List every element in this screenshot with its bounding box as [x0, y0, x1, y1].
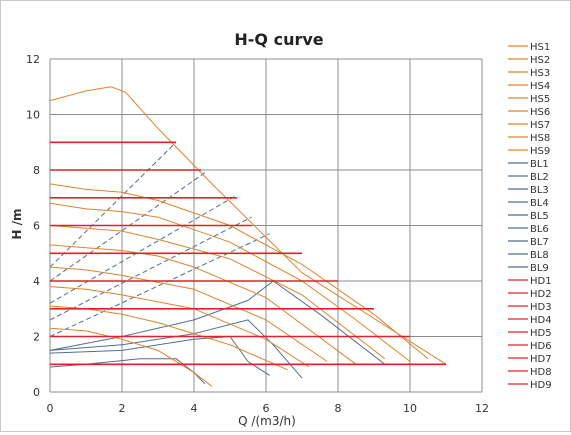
y-tick-label-4: 8 [33, 164, 40, 177]
series-line-hs2 [49, 183, 429, 360]
legend-label-hd2: HD2 [530, 289, 552, 300]
legend-label-hd6: HD6 [530, 341, 552, 352]
axis-ticks: 0 2 4 6 8 10 12 0 2 4 6 8 10 12 [26, 53, 489, 415]
legend-label-hs4: HS4 [530, 81, 550, 92]
series-line-hs6 [49, 266, 328, 362]
x-tick-label-2: 4 [191, 402, 198, 415]
series-line-hs9 [49, 327, 213, 387]
x-tick-label-5: 10 [403, 402, 417, 415]
legend-label-hs6: HS6 [530, 107, 550, 118]
series-line-hs5 [49, 244, 357, 365]
x-tick-label-6: 12 [475, 402, 489, 415]
series-line-bl1 [49, 141, 177, 268]
y-axis-label: H /m [10, 208, 24, 239]
legend-label-hd8: HD8 [530, 367, 552, 378]
legend-label-bl5: BL5 [530, 211, 549, 222]
legend: HS1 HS2 HS3 HS4 HS5 HS6 HS7 HS8 HS9 BL1 BL2 BL3 BL4 B… [508, 42, 552, 391]
y-tick-label-5: 10 [26, 109, 40, 122]
legend-label-hd3: HD3 [530, 302, 552, 313]
legend-label-hd7: HD7 [530, 354, 552, 365]
legend-label-bl7: BL7 [530, 237, 549, 248]
legend-label-bl4: BL4 [530, 198, 549, 209]
legend-label-bl9: BL9 [530, 263, 549, 274]
series-line-bl4 [49, 216, 252, 321]
legend-label-hd1: HD1 [530, 276, 552, 287]
series-line-hs3 [49, 202, 411, 362]
legend-label-bl2: BL2 [530, 172, 549, 183]
legend-label-hs1: HS1 [530, 42, 550, 53]
x-tick-label-0: 0 [47, 402, 54, 415]
series-line-bl3 [49, 194, 238, 304]
x-tick-label-4: 8 [335, 402, 342, 415]
x-tick-label-3: 6 [263, 402, 270, 415]
y-tick-label-6: 12 [26, 53, 40, 66]
legend-label-hd5: HD5 [530, 328, 552, 339]
y-tick-label-3: 6 [33, 220, 40, 233]
legend-label-hs5: HS5 [530, 94, 550, 105]
y-tick-label-2: 4 [33, 275, 40, 288]
series-line-bl7 [49, 319, 303, 379]
x-axis-label: Q /(m3/h) [238, 414, 296, 428]
legend-label-bl6: BL6 [530, 224, 549, 235]
y-tick-label-1: 2 [33, 331, 40, 344]
legend-label-hs8: HS8 [530, 133, 550, 144]
series-line-hs7 [49, 286, 310, 368]
legend-label-hd4: HD4 [530, 315, 552, 326]
x-tick-label-1: 2 [119, 402, 126, 415]
series-line-bl8 [49, 336, 270, 376]
series-line-bl5 [49, 233, 270, 337]
legend-label-bl1: BL1 [530, 159, 549, 170]
legend-label-hs2: HS2 [530, 55, 550, 66]
legend-label-bl8: BL8 [530, 250, 549, 261]
legend-label-hd9: HD9 [530, 380, 552, 391]
legend-label-hs3: HS3 [530, 68, 550, 79]
series-line-bl9 [49, 358, 206, 385]
y-tick-label-0: 0 [33, 386, 40, 399]
legend-label-hs7: HS7 [530, 120, 550, 131]
series-line-hs1 [49, 86, 447, 365]
series-line-hs4 [49, 225, 386, 360]
chart-title: H-Q curve [234, 30, 323, 49]
legend-label-hs9: HS9 [530, 146, 550, 157]
legend-label-bl3: BL3 [530, 185, 549, 196]
series-lines [49, 86, 447, 387]
